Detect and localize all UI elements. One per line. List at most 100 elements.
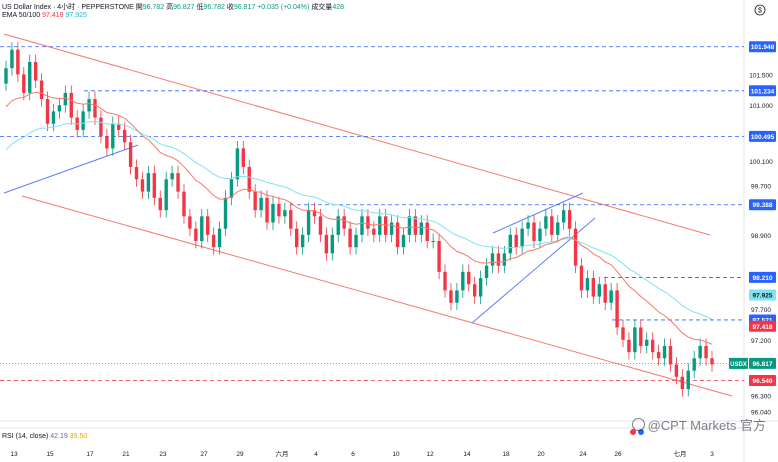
candle-body — [514, 234, 518, 248]
rsi-legend[interactable]: RSI (14, close) 42.19 35.50 — [2, 433, 87, 440]
x-tick-label: 13 — [10, 451, 18, 458]
candle-body — [306, 210, 311, 235]
candle-body — [650, 339, 655, 353]
ema100-value: 97.925 — [65, 12, 87, 19]
x-tick-label: 24 — [579, 451, 587, 458]
low-label: 低 — [196, 4, 204, 11]
y-tick-label: 96.040 — [751, 409, 771, 416]
candle-body — [395, 222, 400, 248]
candle-body — [544, 216, 548, 229]
candle-body — [105, 136, 109, 149]
candle-body — [538, 228, 542, 242]
candle-body — [289, 210, 293, 229]
x-tick-label: 23 — [159, 451, 167, 458]
y-tick-label: 97.700 — [751, 307, 771, 314]
x-tick-label: 12 — [426, 451, 434, 458]
candle-body — [111, 123, 115, 149]
candle-body — [532, 222, 536, 242]
candle-body — [324, 234, 329, 254]
x-tick-label: 29 — [236, 451, 244, 458]
candle-body — [16, 49, 20, 75]
candle-body — [57, 105, 62, 112]
y-tick-label: 98.900 — [751, 233, 771, 240]
ema100-tag-label: 97.925 — [753, 293, 773, 300]
candle-body — [627, 339, 631, 353]
symbol-header: US Dollar Index · 4小时 · PEPPERSTONE 開96.… — [2, 2, 344, 12]
level-tag-label: 98.210 — [753, 275, 773, 282]
candle-body — [140, 179, 145, 192]
candle-body — [656, 352, 661, 359]
candle-body — [146, 173, 151, 192]
candle-body — [674, 364, 679, 377]
ema-label: EMA 50/100 — [2, 12, 41, 19]
candle-body — [223, 197, 228, 229]
candle-body — [585, 278, 590, 291]
candle-body — [170, 173, 174, 180]
candle-body — [117, 123, 121, 130]
candle-body — [615, 290, 619, 328]
level-tag-label: 100.495 — [751, 134, 775, 141]
candle-body — [348, 228, 352, 248]
candle-body — [573, 228, 578, 266]
candle-body — [378, 216, 382, 235]
open-value: 96.782 — [142, 4, 165, 11]
candle-body — [639, 327, 643, 346]
candle-body — [603, 284, 607, 303]
alert-icon — [630, 429, 636, 435]
ema-legend[interactable]: EMA 50/100 97.418 97.925 — [2, 12, 87, 19]
close-value: 96.817 — [233, 4, 256, 11]
candle-body — [206, 216, 210, 235]
candle-body — [164, 179, 168, 211]
candle-body — [490, 253, 495, 266]
candle-body — [4, 68, 8, 84]
candle-body — [662, 345, 667, 359]
candle-body — [550, 216, 554, 235]
candle-body — [200, 216, 204, 242]
candle-body — [342, 216, 346, 229]
level-tag — [749, 271, 776, 283]
open-label: 開 — [135, 4, 143, 11]
candle-body — [455, 290, 459, 303]
symbol-tag — [729, 357, 748, 369]
candle-body — [182, 191, 186, 217]
x-tick-label: 15 — [46, 451, 54, 458]
last-tag — [749, 357, 776, 369]
candle-body — [621, 327, 625, 340]
candle-body — [443, 271, 447, 291]
x-tick-label: 21 — [122, 451, 130, 458]
candle-body — [698, 345, 702, 359]
candle-body — [372, 228, 376, 235]
candle-body — [496, 253, 501, 266]
candle-body — [318, 216, 323, 235]
candle-body — [51, 111, 56, 124]
x-tick-label: 18 — [502, 451, 510, 458]
candle-body — [217, 228, 222, 248]
candle-body — [271, 203, 275, 223]
candle-body — [99, 117, 103, 137]
level-tag-label: 101.234 — [751, 88, 775, 95]
candle-body — [69, 92, 73, 118]
high-value: 96.827 — [173, 4, 195, 11]
candle-body — [87, 99, 91, 112]
candle-body — [461, 271, 465, 291]
ema50-tag-label: 97.418 — [753, 324, 773, 331]
candle-body — [556, 222, 560, 235]
candle-body — [330, 234, 335, 254]
candle-body — [437, 241, 441, 272]
symbol-name[interactable]: US Dollar Index · 4小时 · PEPPERSTONE — [2, 4, 134, 11]
candle-body — [93, 99, 97, 118]
candle-body — [259, 197, 263, 211]
candle-body — [425, 222, 429, 242]
y-tick-label: 100.100 — [749, 159, 773, 166]
close-label: 收 — [226, 4, 234, 11]
candle-body — [419, 222, 423, 235]
level-tag — [749, 130, 776, 142]
rsi-label: RSI (14, close) — [2, 433, 49, 440]
candle-body — [366, 216, 370, 229]
candle-body — [283, 210, 287, 217]
candle-body — [241, 148, 246, 167]
candle-body — [680, 376, 685, 390]
candle-body — [407, 216, 412, 235]
level-tag-label: 99.388 — [753, 202, 773, 209]
